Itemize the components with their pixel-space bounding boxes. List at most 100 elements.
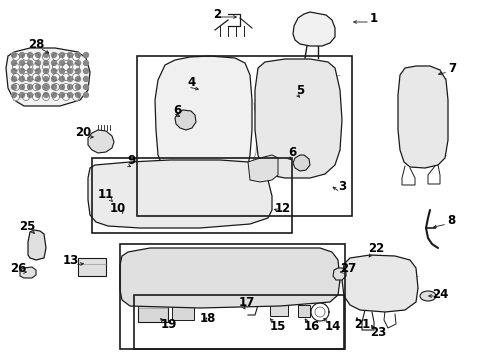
Circle shape — [27, 77, 32, 81]
Text: 1: 1 — [369, 12, 377, 24]
Circle shape — [75, 60, 81, 66]
Polygon shape — [332, 268, 346, 280]
Text: 21: 21 — [353, 319, 369, 332]
Text: 12: 12 — [274, 202, 290, 215]
Circle shape — [13, 54, 20, 60]
Circle shape — [83, 93, 88, 98]
Circle shape — [67, 77, 72, 81]
Circle shape — [51, 93, 57, 98]
Text: 11: 11 — [98, 189, 114, 202]
Polygon shape — [292, 155, 309, 171]
Bar — [417, 105, 426, 110]
Circle shape — [36, 68, 41, 73]
Circle shape — [75, 68, 81, 73]
Text: 4: 4 — [187, 77, 196, 90]
Text: 18: 18 — [200, 311, 216, 324]
Circle shape — [60, 85, 64, 90]
Circle shape — [83, 68, 88, 73]
Circle shape — [62, 54, 69, 60]
Circle shape — [83, 77, 88, 81]
Circle shape — [22, 54, 29, 60]
Circle shape — [60, 60, 64, 66]
Text: 28: 28 — [28, 37, 44, 50]
Polygon shape — [120, 248, 339, 308]
Text: 25: 25 — [19, 220, 35, 233]
Text: 9: 9 — [126, 154, 135, 167]
Circle shape — [13, 94, 20, 100]
Polygon shape — [341, 255, 417, 312]
Circle shape — [52, 84, 60, 90]
Circle shape — [36, 77, 41, 81]
Circle shape — [75, 93, 81, 98]
Circle shape — [60, 68, 64, 73]
Circle shape — [43, 60, 48, 66]
Circle shape — [36, 93, 41, 98]
Polygon shape — [28, 230, 46, 260]
Bar — [134, 295, 343, 349]
Polygon shape — [20, 267, 36, 278]
Circle shape — [36, 60, 41, 66]
Polygon shape — [6, 48, 90, 106]
Circle shape — [75, 85, 81, 90]
Circle shape — [20, 53, 24, 58]
Circle shape — [42, 94, 49, 100]
Circle shape — [12, 60, 17, 66]
Circle shape — [67, 85, 72, 90]
Text: 20: 20 — [75, 126, 91, 139]
Bar — [92, 158, 291, 233]
Circle shape — [62, 63, 69, 71]
Text: 16: 16 — [303, 320, 320, 333]
Circle shape — [43, 68, 48, 73]
Circle shape — [32, 63, 40, 71]
Ellipse shape — [419, 291, 435, 301]
Circle shape — [22, 94, 29, 100]
Text: 13: 13 — [63, 255, 79, 267]
Circle shape — [43, 93, 48, 98]
Polygon shape — [397, 66, 447, 168]
Circle shape — [67, 93, 72, 98]
Text: 27: 27 — [339, 261, 355, 274]
Circle shape — [60, 93, 64, 98]
Circle shape — [72, 63, 80, 71]
Circle shape — [12, 77, 17, 81]
Text: 17: 17 — [238, 297, 255, 310]
Circle shape — [22, 63, 29, 71]
Circle shape — [12, 93, 17, 98]
Circle shape — [75, 77, 81, 81]
Polygon shape — [88, 130, 114, 153]
Circle shape — [42, 73, 49, 81]
Circle shape — [32, 84, 40, 90]
Circle shape — [67, 60, 72, 66]
Circle shape — [27, 85, 32, 90]
Circle shape — [52, 73, 60, 81]
Circle shape — [83, 60, 88, 66]
Bar — [244, 255, 256, 267]
Circle shape — [42, 63, 49, 71]
Text: 8: 8 — [446, 213, 454, 226]
Text: 23: 23 — [369, 327, 386, 339]
Bar — [138, 300, 168, 322]
Bar — [417, 125, 426, 130]
Circle shape — [43, 77, 48, 81]
Bar — [417, 85, 426, 90]
Circle shape — [52, 54, 60, 60]
Circle shape — [83, 85, 88, 90]
Circle shape — [51, 60, 57, 66]
Text: 6: 6 — [287, 147, 296, 159]
Circle shape — [22, 73, 29, 81]
Circle shape — [75, 53, 81, 58]
Text: 2: 2 — [212, 8, 221, 21]
Circle shape — [62, 94, 69, 100]
Text: 6: 6 — [173, 104, 181, 117]
Circle shape — [36, 85, 41, 90]
Circle shape — [27, 60, 32, 66]
Circle shape — [62, 84, 69, 90]
Circle shape — [32, 94, 40, 100]
Circle shape — [13, 73, 20, 81]
Bar — [78, 258, 106, 276]
Circle shape — [60, 77, 64, 81]
Text: 24: 24 — [431, 288, 447, 302]
Circle shape — [32, 54, 40, 60]
Circle shape — [52, 94, 60, 100]
Text: 22: 22 — [367, 243, 384, 256]
